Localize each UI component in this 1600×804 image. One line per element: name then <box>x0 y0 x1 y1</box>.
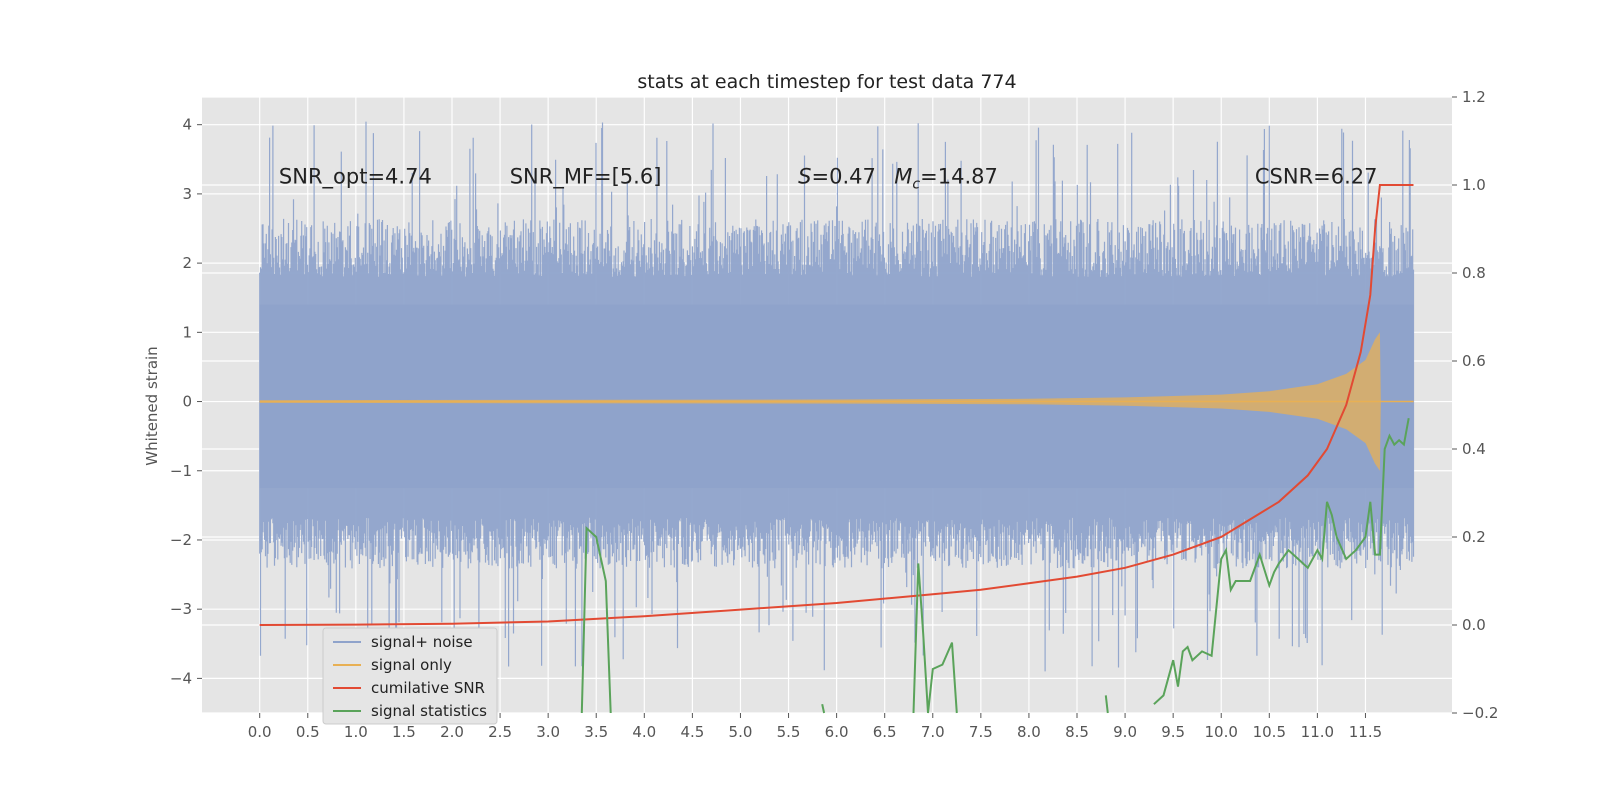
y-tick-label: 1 <box>182 323 192 341</box>
y-tick-label: −4 <box>170 669 192 687</box>
x-tick-label: 6.5 <box>873 723 897 741</box>
y-axis-label: Whitened strain <box>143 346 161 465</box>
x-tick-label: 6.0 <box>825 723 849 741</box>
y-right-tick-label: 1.2 <box>1462 88 1486 106</box>
x-tick-label: 5.0 <box>729 723 753 741</box>
cumulative-snr-line <box>259 184 1414 626</box>
x-tick-label: 9.5 <box>1161 723 1185 741</box>
series-cumulative-snr <box>259 184 1414 626</box>
legend-label: cumilative SNR <box>371 679 485 697</box>
annotation-label: S=0.47 <box>798 165 876 189</box>
y-right-tick-label: 0.4 <box>1462 440 1486 458</box>
y-tick-label: 3 <box>182 185 192 203</box>
annotation-label: SNR_opt=4.74 <box>279 165 432 190</box>
x-tick-label: 1.5 <box>392 723 416 741</box>
signal-statistics-line <box>1153 418 1410 705</box>
y-right-tick-label: 0.2 <box>1462 528 1486 546</box>
x-tick-label: 5.5 <box>777 723 801 741</box>
chart-title: stats at each timestep for test data 774 <box>637 71 1016 93</box>
x-tick-label: 7.0 <box>921 723 945 741</box>
x-tick-label: 7.5 <box>969 723 993 741</box>
y-axis-right-ticks: 1.2 1.0 0.8 0.6 0.4 0.2 0.0 −0.2 <box>1452 88 1498 722</box>
y-tick-label: −3 <box>170 600 192 618</box>
x-tick-label: 11.5 <box>1349 723 1382 741</box>
y-right-tick-label: 0.6 <box>1462 352 1486 370</box>
y-tick-label: 4 <box>182 116 192 134</box>
signal-statistics-line <box>912 563 958 714</box>
y-right-tick-label: 1.0 <box>1462 176 1486 194</box>
x-tick-label: 2.5 <box>488 723 512 741</box>
signal-statistics-line <box>821 703 826 714</box>
y-tick-label: −2 <box>170 531 192 549</box>
y-right-tick-label: 0.8 <box>1462 264 1486 282</box>
series-signal-only <box>259 332 1414 471</box>
x-tick-label: 3.0 <box>536 723 560 741</box>
legend: signal+ noise signal only cumilative SNR si… <box>322 627 498 725</box>
x-tick-label: 3.5 <box>584 723 608 741</box>
x-tick-label: 10.5 <box>1253 723 1286 741</box>
annotations: SNR_opt=4.74 SNR_MF=[5.6] S=0.47 Mc=14.87 CS… <box>279 165 1378 193</box>
x-tick-label: 8.5 <box>1065 723 1089 741</box>
x-tick-label: 0.5 <box>296 723 320 741</box>
annotation-label: Mc=14.87 <box>894 165 998 193</box>
y-right-tick-label: −0.2 <box>1462 704 1498 722</box>
x-tick-label: 4.0 <box>632 723 656 741</box>
x-tick-label: 4.5 <box>680 723 704 741</box>
y-axis-ticks: 4 3 2 1 0 −1 −2 −3 −4 <box>170 116 202 687</box>
x-tick-label: 1.0 <box>344 723 368 741</box>
signal-statistics-line <box>580 525 612 714</box>
x-tick-label: 8.0 <box>1017 723 1041 741</box>
y-tick-label: 2 <box>182 254 192 272</box>
x-tick-label: 10.0 <box>1205 723 1238 741</box>
annotation-label: CSNR=6.27 <box>1255 165 1378 189</box>
y-tick-label: −1 <box>170 462 192 480</box>
annotation-label: SNR_MF=[5.6] <box>510 165 662 190</box>
x-axis-ticks: 0.0 0.5 1.0 1.5 2.0 2.5 3.0 3.5 4.0 4.5 5.0 5.5 6.0 6… <box>248 713 1382 741</box>
signal-statistics-line <box>1104 695 1109 714</box>
y-tick-label: 0 <box>182 393 192 411</box>
legend-box <box>322 627 498 725</box>
x-tick-label: 0.0 <box>248 723 272 741</box>
legend-label: signal only <box>371 656 452 674</box>
series-signal-statistics <box>580 418 1410 714</box>
legend-label: signal+ noise <box>371 633 473 651</box>
legend-label: signal statistics <box>371 702 487 720</box>
x-tick-label: 2.0 <box>440 723 464 741</box>
x-tick-label: 11.0 <box>1301 723 1334 741</box>
y-right-tick-label: 0.0 <box>1462 616 1486 634</box>
x-tick-label: 9.0 <box>1113 723 1137 741</box>
